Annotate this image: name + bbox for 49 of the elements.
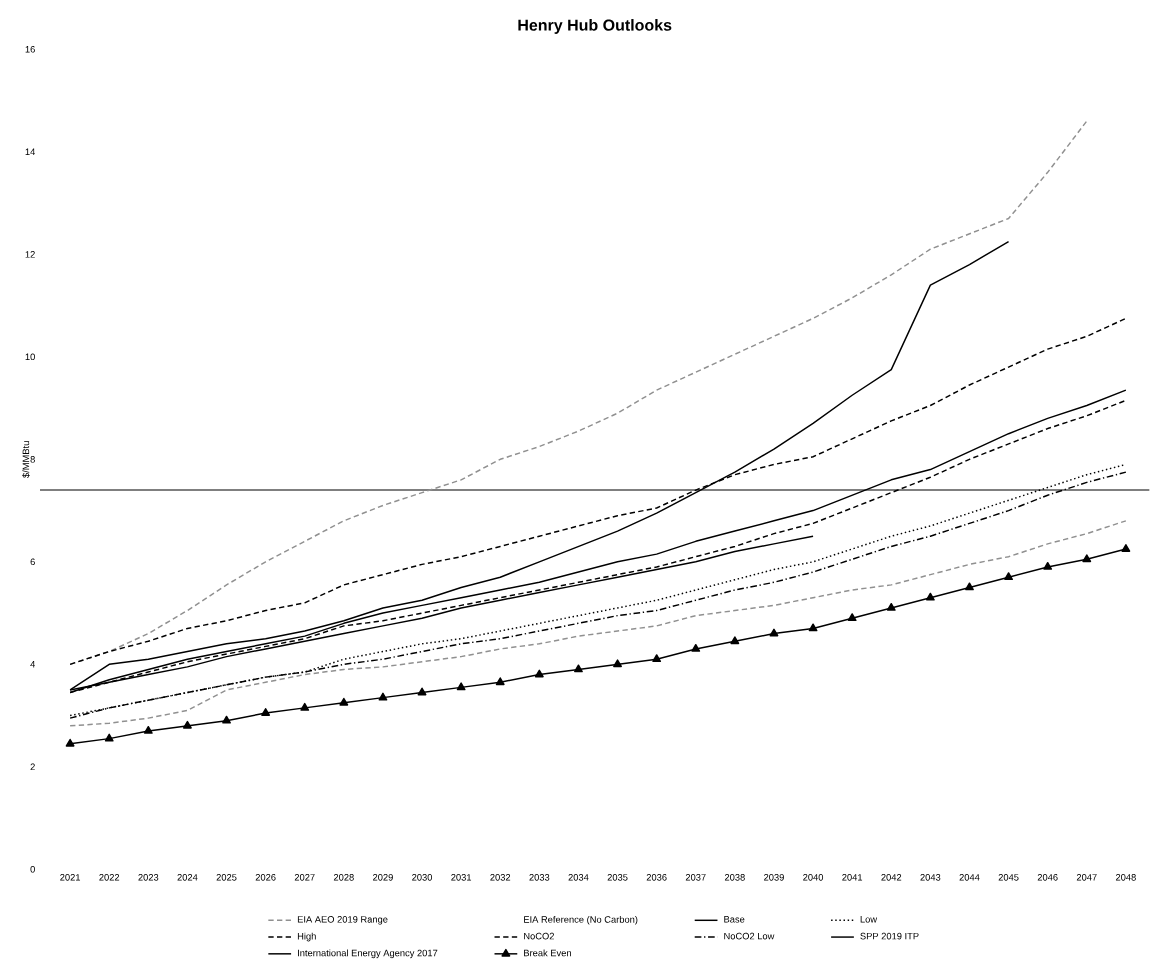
x-tick-label: 2040 bbox=[803, 874, 824, 881]
x-tick-label: 2037 bbox=[685, 874, 706, 881]
text: EIA Reference (No Carbon) bbox=[524, 916, 638, 925]
x-tick-label: 2039 bbox=[764, 874, 784, 881]
legend-label: NoCO2 Low bbox=[724, 933, 775, 940]
x-tick-label: 2032 bbox=[490, 874, 511, 881]
legend-label: Break Even bbox=[524, 949, 571, 957]
x-tick-label: 2036 bbox=[646, 874, 667, 881]
y-tick-label: 4 bbox=[30, 661, 36, 668]
x-tick-label: 2024 bbox=[177, 874, 198, 881]
x-tick-label: 2043 bbox=[920, 874, 941, 881]
y-tick-label: 12 bbox=[25, 251, 35, 258]
x-tick-label: 2022 bbox=[99, 874, 120, 881]
x-tick-label: 2021 bbox=[60, 874, 81, 881]
chart-title: Henry Hub Outlooks bbox=[518, 19, 672, 35]
x-tick-label: 2023 bbox=[138, 874, 159, 881]
x-tick-label: 2035 bbox=[607, 874, 628, 881]
x-tick-label: 2026 bbox=[255, 874, 276, 881]
x-tick-label: 2025 bbox=[216, 874, 237, 881]
x-tick-label: 2048 bbox=[1115, 874, 1136, 881]
y-tick-label: 14 bbox=[25, 148, 36, 156]
x-tick-label: 2031 bbox=[451, 874, 472, 881]
y-tick-label: 6 bbox=[30, 558, 35, 566]
y-tick-label: 16 bbox=[25, 46, 35, 53]
legend-label: NoCO2 bbox=[524, 933, 554, 940]
y-tick-label: 10 bbox=[25, 353, 35, 361]
y-tick-label: 8 bbox=[30, 456, 35, 463]
y-tick-label: 2 bbox=[30, 763, 35, 771]
x-tick-label: 2041 bbox=[842, 874, 863, 881]
x-tick-label: 2028 bbox=[333, 874, 354, 881]
legend-label: Base bbox=[724, 916, 745, 923]
x-tick-label: 2046 bbox=[1037, 874, 1058, 881]
legend-label: High bbox=[297, 932, 316, 942]
legend-label: Low bbox=[860, 916, 878, 923]
x-tick-label: 2030 bbox=[412, 874, 433, 881]
legend-label: International Energy Agency 2017 bbox=[298, 949, 438, 959]
legend-label: EIA AEO 2019 Range bbox=[297, 916, 388, 925]
y-tick-label: 0 bbox=[30, 866, 35, 873]
y-axis-title: $/MMBtu bbox=[22, 441, 30, 479]
x-tick-label: 2029 bbox=[373, 874, 393, 881]
x-tick-label: 2044 bbox=[959, 874, 980, 881]
x-tick-label: 2047 bbox=[1076, 874, 1097, 881]
x-tick-label: 2045 bbox=[998, 874, 1019, 881]
x-tick-label: 2042 bbox=[881, 874, 902, 881]
legend-label: SPP 2019 ITP bbox=[860, 933, 919, 940]
x-tick-label: 2033 bbox=[529, 874, 550, 881]
x-tick-label: 2038 bbox=[724, 874, 745, 881]
x-tick-label: 2034 bbox=[568, 874, 589, 881]
x-tick-label: 2027 bbox=[294, 874, 315, 881]
